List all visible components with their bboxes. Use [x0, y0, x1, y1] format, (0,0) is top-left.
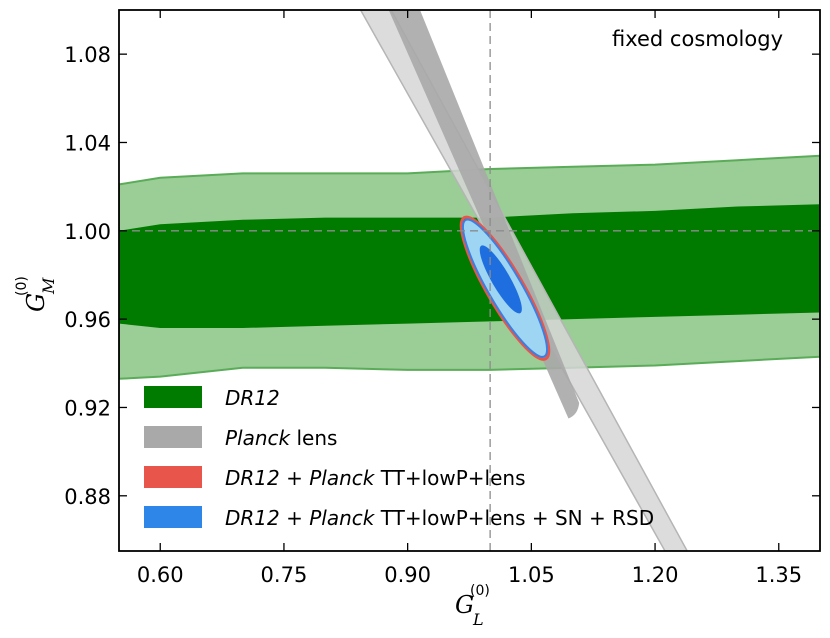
y-axis-title-group: GM (0): [14, 276, 58, 312]
plot-frame: [118, 9, 821, 552]
legend-label: DR12 + Planck TT+lowP+lens: [225, 466, 526, 490]
legend-label-part: Planck: [225, 426, 292, 450]
y-tick-label: 1.08: [64, 43, 111, 67]
legend-label-part: DR12: [225, 466, 280, 490]
legend-label: DR12 + Planck TT+lowP+lens + SN + RSD: [225, 506, 654, 530]
dr12-inner-contour: [119, 204, 820, 328]
x-tick-label: 1.35: [755, 563, 802, 587]
x-axis-title-base: G: [455, 591, 474, 619]
legend-label-part: DR12: [225, 386, 280, 410]
legend-label: DR12: [225, 386, 280, 410]
y-axis-title-sup: (0): [14, 276, 30, 296]
legend-label-part: TT+lowP+lens: [374, 466, 525, 490]
annotation-fixed-cosmology: fixed cosmology: [612, 27, 783, 51]
plot-area: [119, 10, 820, 551]
x-tick-label: 1.20: [632, 563, 679, 587]
axis-ticks: 0.60 0.75 0.90 1.05 1.20 1.35 0.88 0.92 0.96 1.00…: [64, 10, 820, 587]
legend-label: Planck lens: [225, 426, 337, 450]
legend-swatch: [144, 426, 202, 448]
y-tick-label: 1.00: [64, 220, 111, 244]
legend-swatch: [144, 466, 202, 488]
y-axis-title-sub: M: [39, 277, 58, 295]
legend-swatch: [144, 506, 202, 528]
x-tick-label: 0.60: [137, 563, 184, 587]
y-tick-label: 0.92: [64, 396, 111, 420]
x-axis-title: GL (0): [455, 583, 490, 629]
legend-label-part: Planck: [309, 506, 376, 530]
y-tick-label: 0.96: [64, 308, 111, 332]
legend-swatch: [144, 386, 202, 408]
x-tick-label: 1.05: [508, 563, 555, 587]
y-tick-label: 1.04: [64, 131, 111, 155]
axes-frame: [118, 9, 821, 552]
y-axis-title: GM (0): [14, 276, 58, 312]
legend-label-part: +: [280, 506, 309, 530]
legend: DR12 Planck lens DR12 + Planck TT+lowP+len…: [144, 386, 654, 530]
x-tick-label: 0.75: [261, 563, 308, 587]
x-tick-label: 0.90: [384, 563, 431, 587]
legend-label-part: TT+lowP+lens + SN + RSD: [374, 506, 654, 530]
combined-tt-lowp-lens-contour: [459, 215, 551, 361]
legend-label-part: lens: [290, 426, 337, 450]
x-axis-title-sub: L: [472, 610, 484, 629]
x-axis-title-sup: (0): [470, 583, 490, 599]
y-axis-title-base: G: [22, 293, 50, 312]
legend-label-part: Planck: [309, 466, 376, 490]
legend-label-part: DR12: [225, 506, 280, 530]
y-tick-label: 0.88: [64, 485, 111, 509]
legend-label-part: +: [280, 466, 309, 490]
